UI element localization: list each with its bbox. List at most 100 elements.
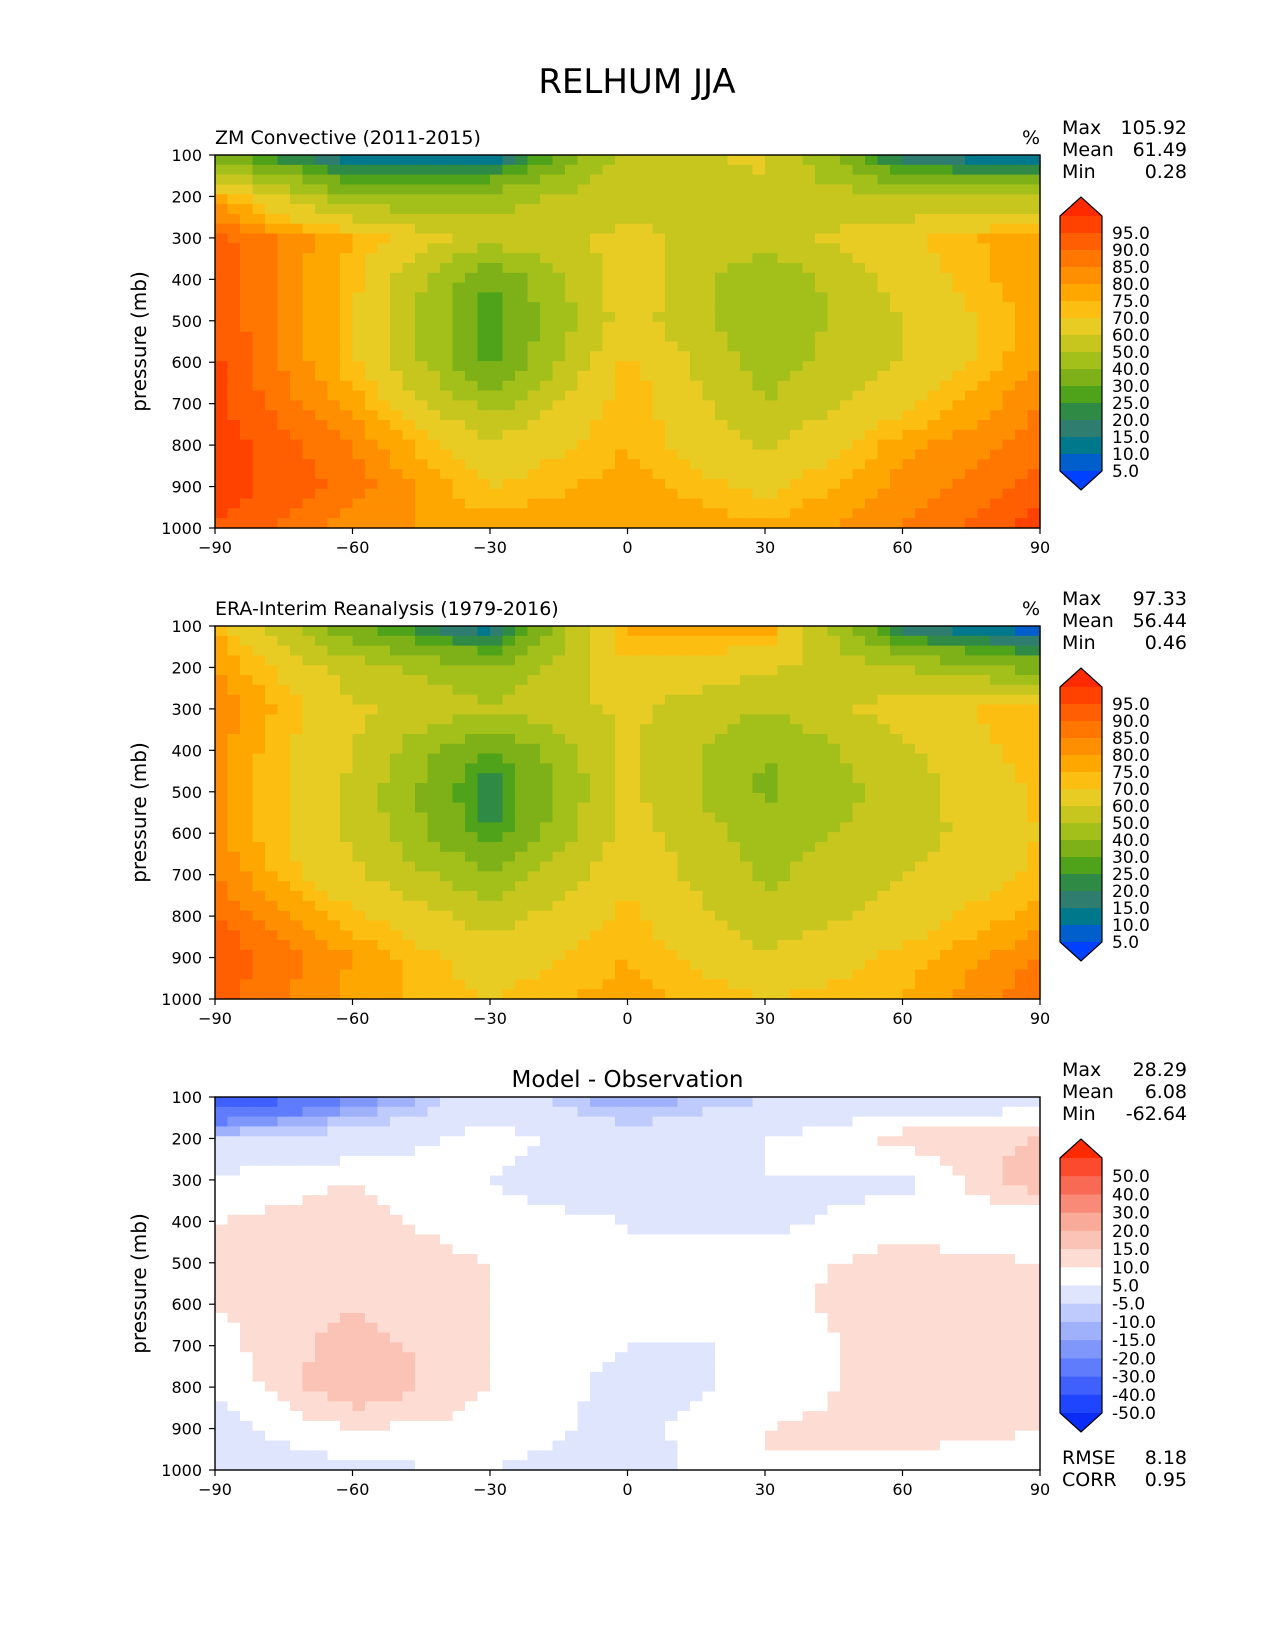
heatmap-cell [502, 164, 516, 176]
heatmap-cell [777, 155, 791, 166]
heatmap-cell [340, 832, 354, 843]
heatmap-cell [890, 410, 904, 421]
heatmap-cell [752, 253, 766, 264]
heatmap-cell [1027, 645, 1041, 657]
heatmap-cell [990, 262, 1004, 274]
heatmap-cell [777, 204, 791, 215]
heatmap-cell [327, 930, 341, 941]
heatmap-cell [827, 174, 841, 186]
heatmap-cell [1002, 684, 1016, 696]
heatmap-cell [840, 174, 854, 186]
heatmap-cell [290, 753, 304, 765]
heatmap-cell [940, 871, 954, 882]
heatmap-cell [940, 665, 954, 676]
heatmap-cell [315, 420, 329, 431]
heatmap-cell [1027, 429, 1041, 441]
heatmap-cell [715, 832, 729, 843]
heatmap-cell [327, 174, 341, 186]
heatmap-cell [465, 684, 479, 696]
heatmap-cell [877, 743, 891, 755]
heatmap-cell [315, 164, 329, 176]
heatmap-cell [602, 832, 616, 843]
heatmap-cell [477, 802, 491, 814]
heatmap-cell [865, 743, 879, 755]
heatmap-cell [1015, 292, 1029, 303]
heatmap-cell [915, 753, 929, 765]
heatmap-cell [977, 498, 991, 509]
heatmap-cell [865, 488, 879, 500]
heatmap-cell [265, 694, 279, 706]
heatmap-cell [465, 871, 479, 882]
heatmap-cell [902, 449, 916, 460]
heatmap-cell [740, 861, 754, 872]
heatmap-cell [327, 351, 341, 362]
heatmap-cell [577, 243, 591, 254]
heatmap-cell [927, 410, 941, 421]
heatmap-cell [802, 626, 816, 637]
heatmap-cell [940, 498, 954, 509]
heatmap-cell [527, 645, 541, 657]
heatmap-cell [515, 832, 529, 843]
heatmap-cell [502, 763, 516, 774]
heatmap-cell [552, 979, 566, 990]
heatmap-cell [627, 390, 641, 401]
heatmap-cell [227, 312, 241, 323]
heatmap-cell [215, 891, 229, 902]
heatmap-cell [727, 910, 741, 922]
heatmap-cell [877, 832, 891, 843]
heatmap-cell [940, 420, 954, 431]
heatmap-cell [590, 361, 604, 372]
heatmap-cell [602, 233, 616, 244]
heatmap-cell [377, 498, 391, 509]
heatmap-cell [527, 331, 541, 343]
heatmap-cell [865, 851, 879, 863]
heatmap-cell [602, 449, 616, 460]
heatmap-cell [765, 694, 779, 706]
heatmap-cell [952, 841, 966, 853]
heatmap-cell [840, 812, 854, 823]
heatmap-cell [265, 733, 279, 745]
heatmap-cell [540, 253, 554, 264]
heatmap-cell [652, 370, 666, 382]
heatmap-cell [465, 302, 479, 313]
heatmap-cell [790, 282, 804, 294]
heatmap-cell [452, 361, 466, 372]
heatmap-cell [502, 949, 516, 961]
heatmap-cell [340, 449, 354, 460]
heatmap-cell [402, 321, 416, 333]
heatmap-cell [477, 783, 491, 794]
heatmap-cell [627, 174, 641, 186]
heatmap-cell [502, 802, 516, 814]
heatmap-cell [490, 959, 504, 971]
heatmap-cell [515, 400, 529, 411]
heatmap-cell [815, 940, 829, 951]
heatmap-cell [490, 714, 504, 725]
heatmap-cell [940, 861, 954, 872]
heatmap-cell [1015, 949, 1029, 961]
heatmap-cell [352, 213, 366, 225]
heatmap-cell [352, 292, 366, 303]
heatmap-cell [477, 930, 491, 941]
heatmap-cell [515, 341, 529, 352]
heatmap-cell [240, 881, 254, 892]
heatmap-cell [252, 262, 266, 274]
heatmap-cell [590, 370, 604, 382]
heatmap-cell [827, 498, 841, 509]
heatmap-cell [1027, 439, 1041, 451]
heatmap-cell [602, 900, 616, 912]
heatmap-cell [452, 420, 466, 431]
heatmap-cell [990, 675, 1004, 686]
heatmap-cell [652, 940, 666, 951]
heatmap-cell [990, 469, 1004, 480]
heatmap-cell [540, 302, 554, 313]
heatmap-cell [940, 655, 954, 666]
heatmap-cell [827, 733, 841, 745]
heatmap-cell [677, 822, 691, 833]
heatmap-cell [640, 743, 654, 755]
heatmap-cell [465, 439, 479, 451]
heatmap-cell [602, 773, 616, 784]
heatmap-cell [290, 684, 304, 696]
heatmap-cell [665, 832, 679, 843]
heatmap-cell [927, 694, 941, 706]
